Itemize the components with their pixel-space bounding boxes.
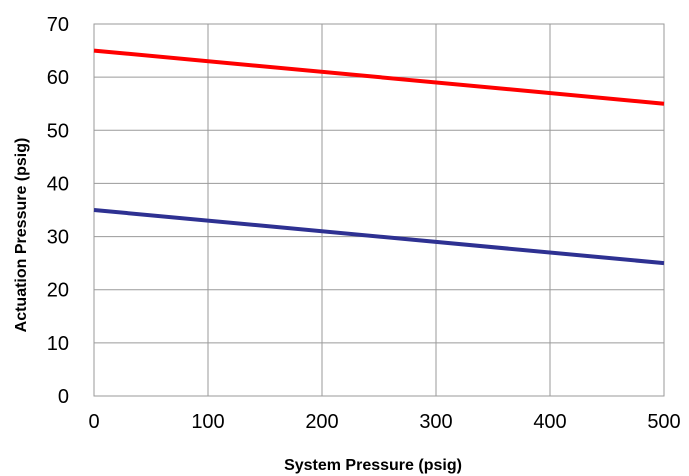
y-tick-label-6: 60 — [47, 67, 69, 89]
y-tick-label-0: 0 — [58, 386, 69, 408]
y-tick-label-4: 40 — [47, 173, 69, 195]
plot-area-border — [93, 23, 665, 397]
y-tick-label-3: 30 — [47, 227, 69, 249]
y-tick-labels: 0 10 20 30 40 50 60 70 — [47, 14, 69, 408]
y-tick-label-2: 20 — [47, 280, 69, 302]
y-tick-label-1: 10 — [47, 333, 69, 355]
x-tick-label-1: 100 — [191, 411, 224, 433]
x-axis-title: System Pressure (psig) — [284, 457, 462, 474]
series-line-1 — [93, 208, 665, 266]
grid-lines — [93, 23, 665, 397]
x-tick-label-0: 0 — [88, 411, 99, 433]
x-tick-label-5: 500 — [647, 411, 680, 433]
y-tick-label-7: 70 — [47, 14, 69, 36]
x-tick-label-2: 200 — [305, 411, 338, 433]
y-axis-title: Actuation Pressure (psig) — [13, 138, 30, 333]
series-line-0 — [93, 48, 665, 106]
x-tick-label-3: 300 — [419, 411, 452, 433]
series-lines — [93, 48, 665, 266]
x-tick-labels: 0 100 200 300 400 500 — [88, 411, 680, 433]
x-tick-label-4: 400 — [533, 411, 566, 433]
y-tick-label-5: 50 — [47, 120, 69, 142]
